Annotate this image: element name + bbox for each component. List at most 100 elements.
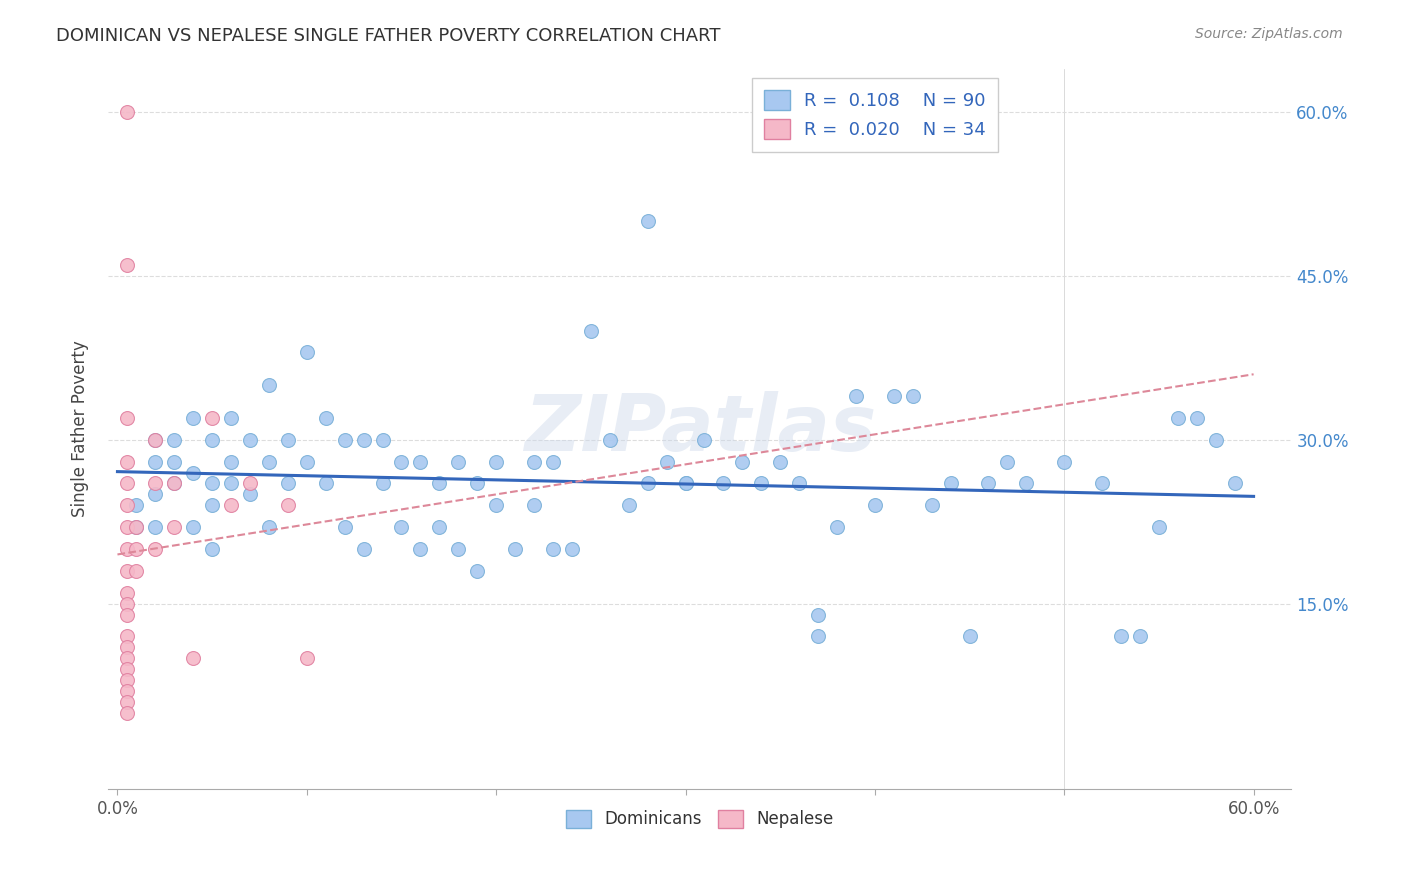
Point [115,673,138,687]
Point [447,455,470,469]
Point [523,498,546,512]
Point [561,541,583,556]
Point [845,389,868,403]
Point [787,476,810,491]
Point [675,476,697,491]
Point [731,455,754,469]
Point [115,455,138,469]
Point [1147,520,1170,534]
Point [353,433,375,447]
Point [655,455,678,469]
Point [219,411,242,425]
Point [523,455,546,469]
Point [503,541,526,556]
Point [977,476,1000,491]
Point [219,476,242,491]
Point [675,476,697,491]
Point [181,466,204,480]
Point [257,378,280,392]
Point [115,651,138,665]
Point [427,520,450,534]
Point [143,487,166,501]
Point [201,476,224,491]
Point [201,433,224,447]
Point [1129,629,1152,643]
Text: Source: ZipAtlas.com: Source: ZipAtlas.com [1195,27,1343,41]
Point [125,498,148,512]
Point [277,476,299,491]
Point [163,433,186,447]
Point [863,498,886,512]
Point [713,476,735,491]
Point [825,520,848,534]
Point [115,585,138,599]
Point [143,476,166,491]
Point [115,258,138,272]
Point [693,433,716,447]
Point [409,541,432,556]
Point [465,564,488,578]
Point [181,411,204,425]
Point [115,684,138,698]
Point [163,476,186,491]
Point [257,520,280,534]
Point [295,651,318,665]
Point [541,455,564,469]
Point [427,476,450,491]
Legend: Dominicans, Nepalese: Dominicans, Nepalese [560,803,841,835]
Point [163,476,186,491]
Point [769,455,792,469]
Text: ZIPatlas: ZIPatlas [523,391,876,467]
Point [143,520,166,534]
Point [115,607,138,622]
Point [333,433,356,447]
Point [1223,476,1246,491]
Point [807,629,830,643]
Point [201,411,224,425]
Point [353,541,375,556]
Point [409,455,432,469]
Point [1015,476,1038,491]
Point [1185,411,1208,425]
Point [921,498,943,512]
Point [485,455,508,469]
Point [115,640,138,655]
Point [239,487,262,501]
Point [637,214,659,228]
Point [315,476,337,491]
Point [541,541,564,556]
Point [749,476,772,491]
Point [115,541,138,556]
Point [277,498,299,512]
Point [901,389,924,403]
Point [1091,476,1114,491]
Point [447,541,470,556]
Point [125,564,148,578]
Point [391,520,413,534]
Point [333,520,356,534]
Point [1109,629,1132,643]
Point [315,411,337,425]
Point [219,455,242,469]
Point [1053,455,1076,469]
Point [465,476,488,491]
Point [163,520,186,534]
Point [163,455,186,469]
Point [807,607,830,622]
Point [181,651,204,665]
Point [257,455,280,469]
Point [201,498,224,512]
Point [143,455,166,469]
Point [277,433,299,447]
Point [115,706,138,720]
Point [143,433,166,447]
Point [115,597,138,611]
Point [939,476,962,491]
Point [181,520,204,534]
Point [143,541,166,556]
Point [617,498,640,512]
Point [239,476,262,491]
Point [883,389,905,403]
Point [959,629,981,643]
Y-axis label: Single Father Poverty: Single Father Poverty [72,341,89,517]
